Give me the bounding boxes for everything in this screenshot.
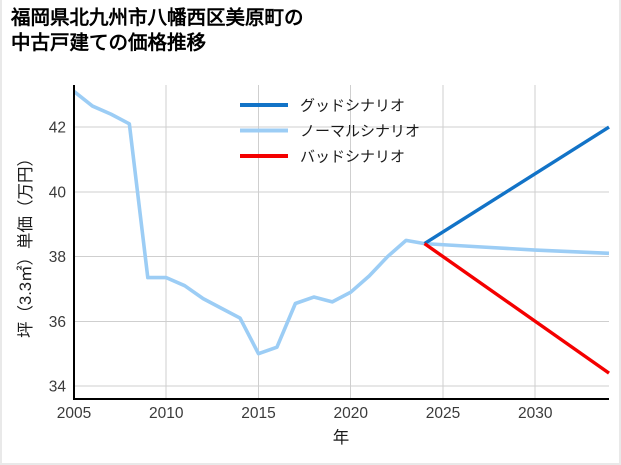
legend-label: バッドシナリオ bbox=[300, 149, 405, 166]
page-title: 福岡県北九州市八幡西区美原町の 中古戸建ての価格推移 bbox=[11, 7, 304, 54]
y-tick-label: 42 bbox=[49, 120, 66, 137]
series-line-bad bbox=[423, 242, 610, 375]
axis-lines bbox=[72, 85, 609, 401]
legend-label: グッドシナリオ bbox=[300, 98, 405, 115]
y-tick-labels: 34 36 38 40 42 bbox=[49, 120, 67, 396]
y-tick-label: 36 bbox=[49, 314, 66, 331]
series-line-normal bbox=[72, 90, 610, 356]
x-tick-label: 2020 bbox=[333, 405, 368, 422]
y-tick-label: 40 bbox=[49, 184, 67, 201]
series-line-good bbox=[423, 125, 610, 246]
x-tick-label: 2015 bbox=[241, 405, 275, 422]
x-tick-labels: 2005 2010 2015 2020 2025 2030 bbox=[57, 405, 553, 422]
gridlines bbox=[73, 85, 609, 399]
series-lines bbox=[72, 90, 610, 375]
y-tick-label: 34 bbox=[49, 379, 67, 396]
legend-label: ノーマルシナリオ bbox=[300, 123, 420, 140]
x-tick-label: 2030 bbox=[518, 405, 553, 422]
x-tick-label: 2010 bbox=[149, 405, 184, 422]
x-tick-label: 2025 bbox=[426, 405, 460, 422]
y-axis-title: 坪（3.3㎡）単価（万円） bbox=[16, 150, 35, 338]
y-tick-label: 38 bbox=[49, 249, 66, 266]
x-tick-label: 2005 bbox=[57, 405, 91, 422]
x-axis-title: 年 bbox=[333, 428, 350, 447]
